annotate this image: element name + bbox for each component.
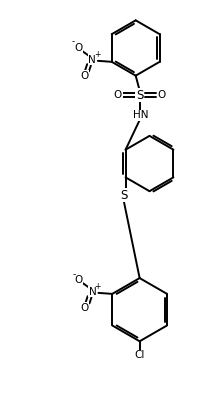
Text: -: -	[72, 270, 75, 279]
Text: O: O	[157, 90, 165, 100]
Text: -: -	[72, 37, 75, 46]
Text: O: O	[114, 90, 122, 100]
Text: +: +	[94, 51, 100, 60]
Text: S: S	[120, 189, 127, 202]
Text: Cl: Cl	[135, 350, 145, 360]
Text: +: +	[94, 282, 101, 291]
Text: O: O	[80, 71, 88, 81]
Text: O: O	[81, 303, 89, 313]
Text: S: S	[136, 89, 143, 102]
Text: HN: HN	[133, 110, 148, 120]
Text: N: N	[88, 55, 96, 65]
Text: O: O	[75, 275, 83, 285]
Text: N: N	[89, 287, 96, 297]
Text: O: O	[74, 43, 82, 53]
